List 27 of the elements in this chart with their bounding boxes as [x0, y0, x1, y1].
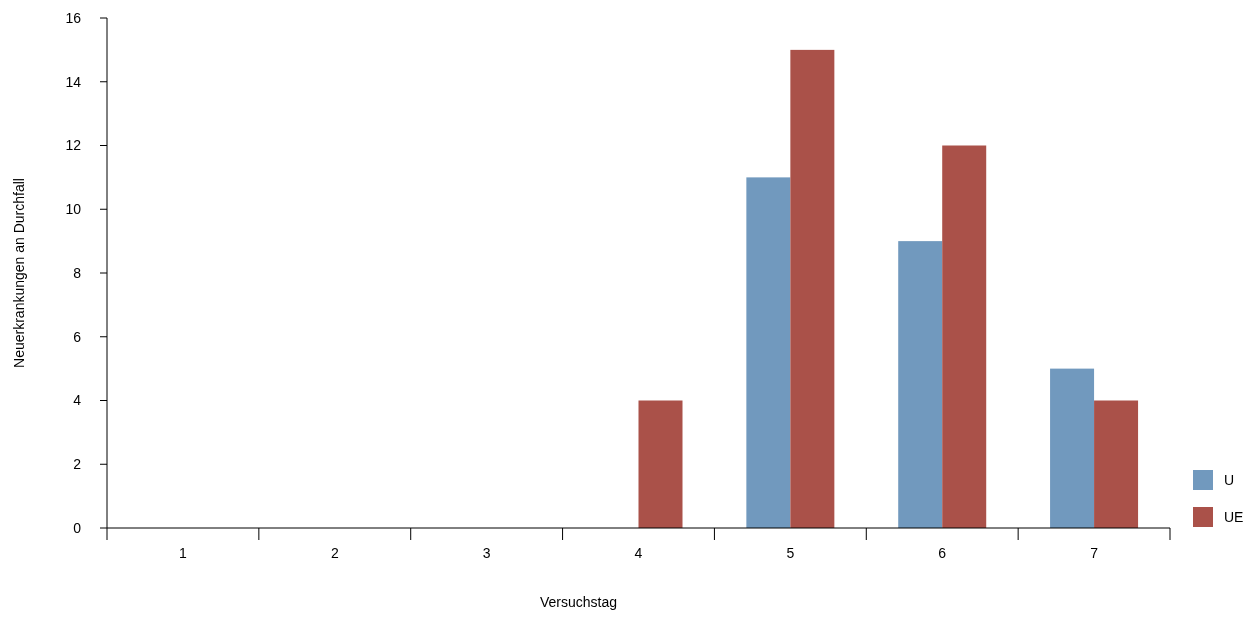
x-tick-label: 2: [330, 545, 339, 561]
x-tick-label: 1: [179, 545, 188, 561]
x-tick-label: 3: [482, 545, 491, 561]
bar: [898, 241, 943, 528]
legend-label: U: [1224, 471, 1235, 488]
bar: [942, 145, 987, 528]
x-axis-title: Versuchstag: [539, 594, 618, 610]
bar: [746, 177, 791, 528]
x-tick-label: 7: [1090, 545, 1099, 561]
y-tick-label: 0: [73, 519, 82, 536]
y-axis-title: Neuerkrankungen an Durchfall: [11, 178, 27, 368]
bar: [1094, 400, 1139, 528]
legend-label: UE: [1224, 508, 1244, 525]
y-tick-label: 4: [73, 392, 82, 409]
x-tick-label: 6: [938, 545, 947, 561]
y-tick-label: 6: [73, 328, 82, 345]
x-tick-label: 5: [786, 545, 795, 561]
bar: [790, 49, 835, 528]
y-tick-label: 2: [73, 456, 82, 473]
y-tick-label: 16: [65, 9, 82, 26]
y-tick-label: 12: [65, 137, 82, 154]
bar: [1050, 368, 1095, 528]
y-tick-label: 8: [73, 264, 82, 281]
y-tick-label: 14: [65, 73, 82, 90]
bar: [638, 400, 683, 528]
x-tick-label: 4: [634, 545, 643, 561]
y-tick-label: 10: [65, 201, 82, 218]
